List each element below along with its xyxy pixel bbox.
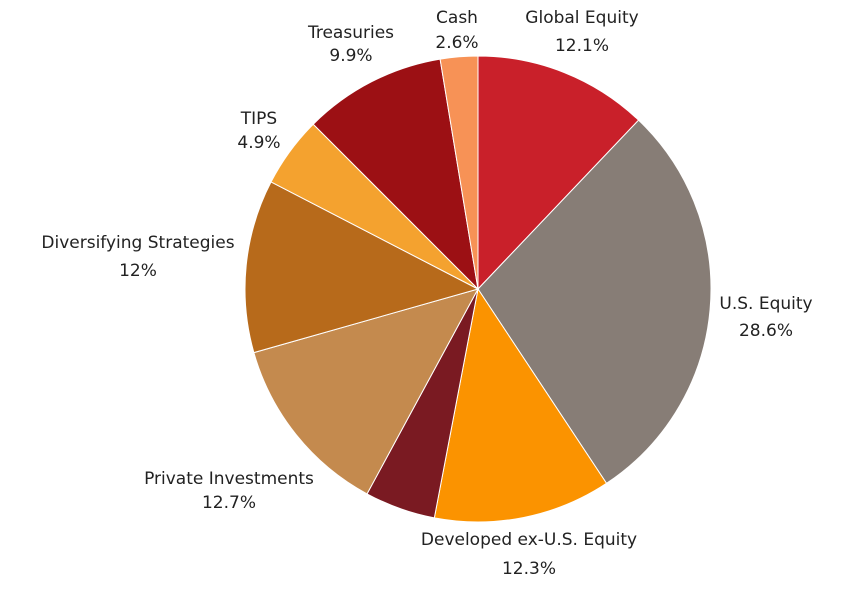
slice-value-global-equity: 12.1%: [555, 36, 609, 56]
slice-label-developed-ex-u-s-equity: Developed ex-U.S. Equity: [421, 530, 637, 550]
slice-value-treasuries: 9.9%: [329, 46, 372, 66]
slice-value-u-s-equity: 28.6%: [739, 321, 793, 341]
slice-label-tips: TIPS: [240, 109, 277, 129]
slices-layer: [244, 55, 712, 523]
slice-value-private-investments: 12.7%: [202, 493, 256, 513]
slice-label-treasuries: Treasuries: [307, 23, 394, 43]
pie-slice-global-equity: [477, 55, 640, 291]
labels-layer: Global Equity 12.1% U.S. Equity 28.6% Develo…: [41, 8, 812, 579]
slice-value-diversifying-strategies: 12%: [119, 261, 157, 281]
pie-slice-developed-ex-u-s-equity: [433, 287, 608, 523]
slice-value-tips: 4.9%: [237, 133, 280, 153]
slice-label-diversifying-strategies: Diversifying Strategies: [41, 233, 234, 253]
slice-label-global-equity: Global Equity: [525, 8, 638, 28]
pie-slice-cash: [439, 55, 479, 290]
slice-label-private-investments: Private Investments: [144, 469, 314, 489]
pie-slice-treasuries: [312, 58, 479, 291]
slice-value-developed-ex-u-s-equity: 12.3%: [502, 559, 556, 579]
slice-label-u-s-equity: U.S. Equity: [719, 294, 812, 314]
pie-slice-private-investments: [253, 288, 480, 495]
slice-label-cash: Cash: [436, 8, 478, 28]
slice-value-cash: 2.6%: [435, 33, 478, 53]
pie-slice-diversifying-strategies: [244, 181, 480, 354]
pie-slice-u-s-equity: [477, 119, 712, 485]
